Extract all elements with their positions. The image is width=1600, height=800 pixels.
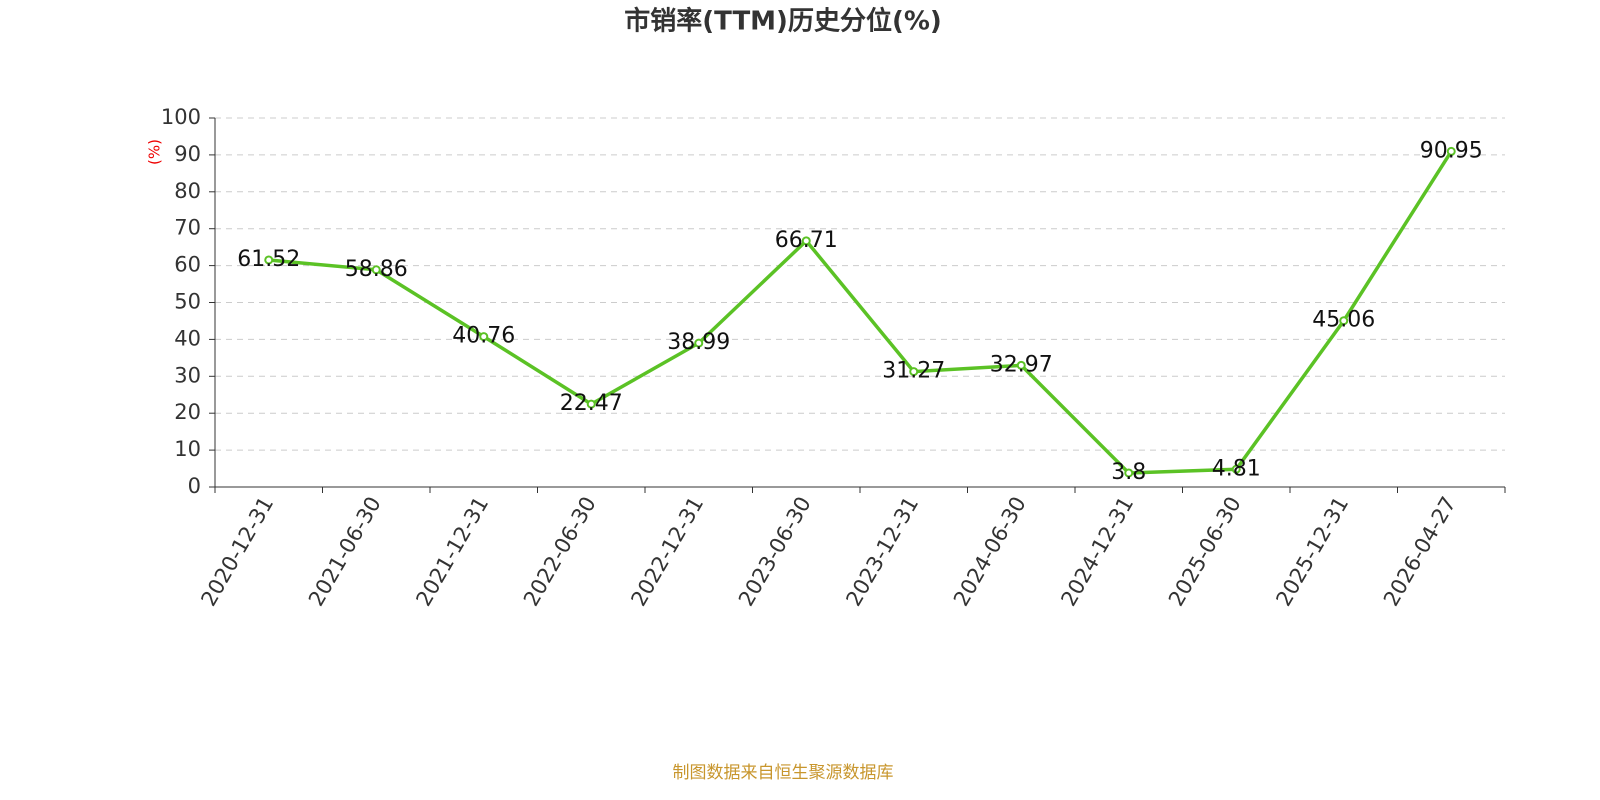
data-label: 32.97 xyxy=(990,352,1053,377)
x-tick-label: 2024-12-31 xyxy=(1056,493,1138,611)
point xyxy=(1016,360,1026,370)
y-tick-label: 40 xyxy=(174,326,201,350)
y-tick-label: 60 xyxy=(174,253,201,277)
y-axis-label: (%) xyxy=(146,139,164,165)
x-tick-label: 2022-06-30 xyxy=(519,493,601,611)
source-note: 制图数据来自恒生聚源数据库 xyxy=(673,763,894,783)
x-tick-label: 2021-12-31 xyxy=(411,493,493,611)
data-label: 45.06 xyxy=(1312,308,1375,333)
point xyxy=(801,236,811,246)
y-tick-label: 50 xyxy=(174,290,201,314)
y-tick-label: 10 xyxy=(174,437,201,461)
point xyxy=(1446,146,1456,156)
data-label: 40.76 xyxy=(452,324,515,349)
point xyxy=(264,255,274,265)
data-label: 31.27 xyxy=(882,359,945,384)
point xyxy=(694,338,704,348)
point xyxy=(479,332,489,342)
y-tick-label: 90 xyxy=(174,142,201,166)
data-label: 4.81 xyxy=(1212,456,1261,481)
x-tick-label: 2023-06-30 xyxy=(734,493,816,611)
data-label: 38.99 xyxy=(667,330,730,355)
y-tick-label: 20 xyxy=(174,400,201,424)
point xyxy=(1339,316,1349,326)
x-tick-label: 2023-12-31 xyxy=(841,493,923,611)
x-tick-label: 2025-06-30 xyxy=(1164,493,1246,611)
x-tick-label: 2022-12-31 xyxy=(626,493,708,611)
chart-title: 市销率(TTM)历史分位(%) xyxy=(624,6,942,37)
x-tick-label: 2024-06-30 xyxy=(949,493,1031,611)
point xyxy=(909,367,919,377)
point xyxy=(371,265,381,275)
y-tick-label: 80 xyxy=(174,179,201,203)
data-label: 66.71 xyxy=(775,228,838,253)
x-tick-label: 2026-04-27 xyxy=(1379,493,1461,611)
data-label: 22.47 xyxy=(560,391,623,416)
x-tick-label: 2020-12-31 xyxy=(196,493,278,611)
data-label: 3.8 xyxy=(1111,460,1146,485)
y-tick-label: 30 xyxy=(174,363,201,387)
y-tick-label: 100 xyxy=(161,105,201,129)
data-label: 61.52 xyxy=(237,247,300,272)
data-label: 58.86 xyxy=(345,257,408,282)
y-tick-label: 0 xyxy=(188,474,201,498)
point xyxy=(1231,464,1241,474)
x-tick-label: 2021-06-30 xyxy=(304,493,386,611)
y-tick-label: 70 xyxy=(174,216,201,240)
line xyxy=(268,150,1453,475)
point xyxy=(1124,468,1134,478)
point xyxy=(586,399,596,409)
data-label: 90.95 xyxy=(1420,138,1483,163)
x-tick-label: 2025-12-31 xyxy=(1271,493,1353,611)
